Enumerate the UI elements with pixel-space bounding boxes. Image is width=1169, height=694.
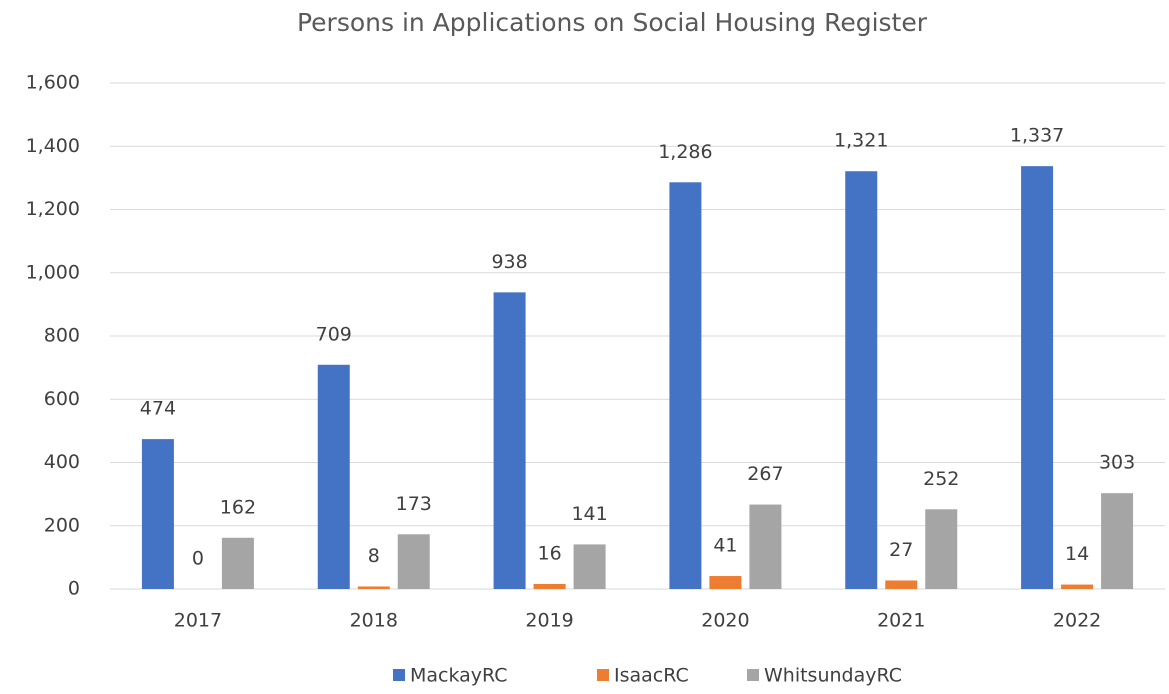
y-tick-label: 0	[68, 578, 80, 600]
data-label: 8	[368, 545, 380, 567]
data-label: 14	[1065, 543, 1089, 565]
x-tick-label: 2020	[701, 610, 749, 632]
bar	[533, 583, 566, 589]
data-label: 173	[396, 493, 432, 515]
bar	[357, 586, 390, 589]
bar	[573, 544, 606, 589]
data-label: 27	[889, 539, 913, 561]
x-tick-label: 2019	[525, 610, 573, 632]
bar	[885, 580, 918, 589]
data-label: 0	[192, 548, 204, 570]
x-tick-label: 2021	[877, 610, 925, 632]
bar	[493, 292, 526, 589]
y-tick-label: 1,600	[26, 72, 80, 94]
legend-label: MackayRC	[410, 665, 508, 687]
bar	[925, 509, 958, 589]
legend-label: WhitsundayRC	[764, 665, 902, 687]
bar	[669, 182, 702, 590]
bar	[397, 534, 430, 589]
y-tick-label: 200	[44, 514, 80, 536]
data-label: 938	[491, 251, 527, 273]
data-label: 267	[747, 463, 783, 485]
x-tick-label: 2018	[350, 610, 398, 632]
x-tick-label: 2022	[1053, 610, 1101, 632]
legend-swatch	[747, 669, 759, 681]
data-label: 1,337	[1010, 125, 1064, 147]
data-label: 303	[1099, 452, 1135, 474]
bar	[749, 504, 782, 589]
legend-swatch	[597, 669, 609, 681]
data-label: 709	[316, 323, 352, 345]
data-label: 252	[923, 468, 959, 490]
legend-label: IsaacRC	[614, 665, 689, 687]
data-label: 162	[220, 496, 256, 518]
data-label: 1,321	[834, 130, 888, 152]
bar	[1101, 493, 1134, 589]
bar	[141, 439, 174, 589]
data-label: 41	[713, 535, 737, 557]
bar	[709, 576, 742, 589]
data-label: 474	[140, 398, 176, 420]
data-label: 16	[537, 542, 561, 564]
data-label: 141	[571, 503, 607, 525]
y-tick-label: 800	[44, 325, 80, 347]
bar	[317, 364, 350, 589]
chart-title: Persons in Applications on Social Housin…	[297, 8, 928, 37]
bar	[1061, 584, 1094, 589]
y-tick-label: 400	[44, 451, 80, 473]
y-tick-label: 1,200	[26, 198, 80, 220]
data-label: 1,286	[658, 141, 712, 163]
x-tick-label: 2017	[174, 610, 222, 632]
bar	[845, 171, 878, 589]
y-tick-label: 1,000	[26, 261, 80, 283]
legend-swatch	[393, 669, 405, 681]
y-tick-label: 1,400	[26, 135, 80, 157]
y-tick-label: 600	[44, 388, 80, 410]
bar	[1021, 166, 1054, 589]
bar	[221, 537, 254, 589]
